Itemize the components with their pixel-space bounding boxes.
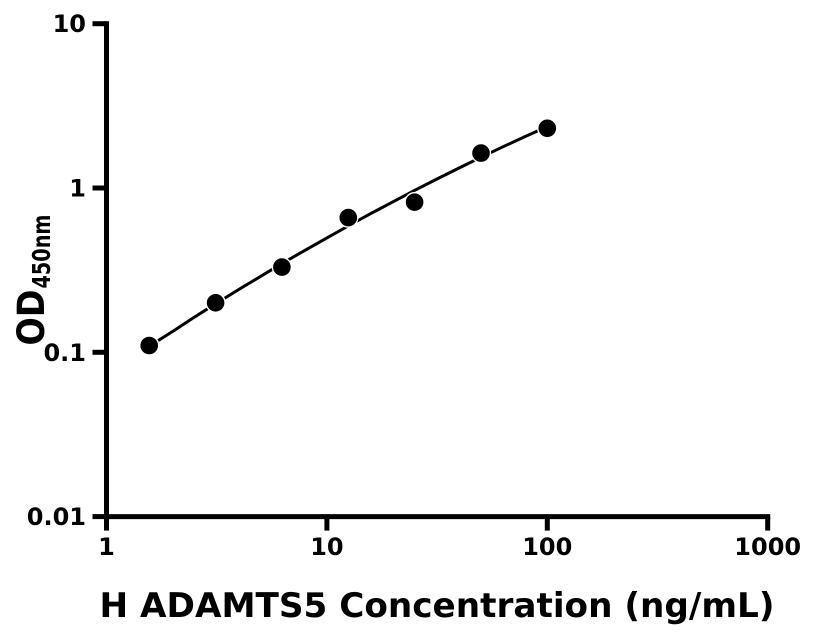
x-tick-label: 10 [310, 533, 343, 561]
data-point-marker [271, 256, 293, 278]
data-point-marker [138, 335, 160, 356]
data-point-marker [338, 207, 359, 228]
y-tick-label: 10 [53, 10, 86, 38]
y-tick-label: 1 [69, 175, 86, 203]
x-tick-label: 1000 [734, 533, 801, 561]
y-axis-title-main: OD [10, 290, 53, 346]
y-tick-label: 0.01 [27, 503, 86, 531]
data-point-marker [404, 191, 425, 213]
x-axis-title: H ADAMTS5 Concentration (ng/mL) [100, 586, 775, 626]
x-tick-label: 1 [98, 533, 115, 561]
y-tick-label: 0.1 [43, 339, 86, 367]
data-point-marker [537, 118, 558, 139]
data-point-marker [470, 142, 492, 164]
x-tick-label: 100 [522, 533, 572, 561]
data-point-marker [205, 292, 226, 313]
y-axis-title-subscript: 450nm [27, 215, 56, 289]
